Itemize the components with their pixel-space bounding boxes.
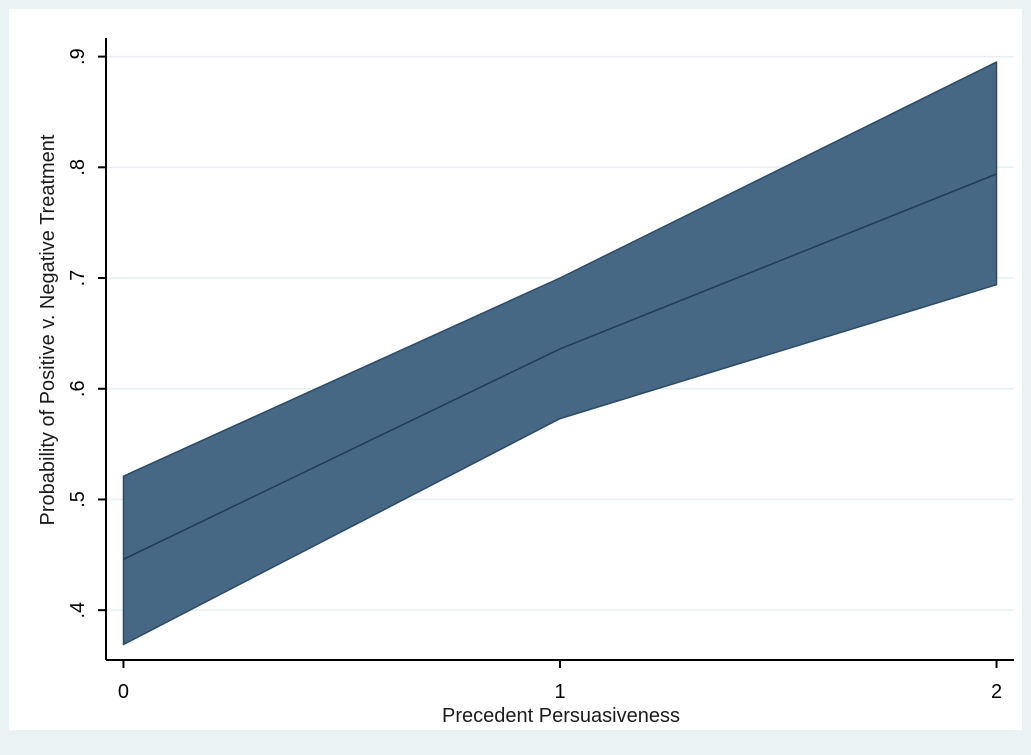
y-tick-label: .7 xyxy=(67,270,89,287)
x-tick-label: 1 xyxy=(554,681,565,703)
x-axis-title: Precedent Persuasiveness xyxy=(442,705,680,727)
confidence-band-layer xyxy=(122,61,998,646)
y-ticks: .4 .5 .6 .7 .8 .9 xyxy=(67,48,106,619)
prediction-line-layer xyxy=(123,173,997,560)
confidence-band xyxy=(122,61,998,646)
y-tick-label: .5 xyxy=(67,491,89,508)
x-tick-label: 2 xyxy=(991,681,1002,703)
y-axis-title: Probability of Positive v. Negative Trea… xyxy=(37,134,59,525)
y-tick-label: .9 xyxy=(67,48,89,65)
x-ticks: 0 1 2 xyxy=(118,660,1002,703)
y-tick-label: .8 xyxy=(67,159,89,176)
y-tick-label: .6 xyxy=(67,380,89,397)
y-tick-label: .4 xyxy=(67,602,89,619)
prediction-line xyxy=(123,173,997,560)
x-tick-label: 0 xyxy=(118,681,129,703)
